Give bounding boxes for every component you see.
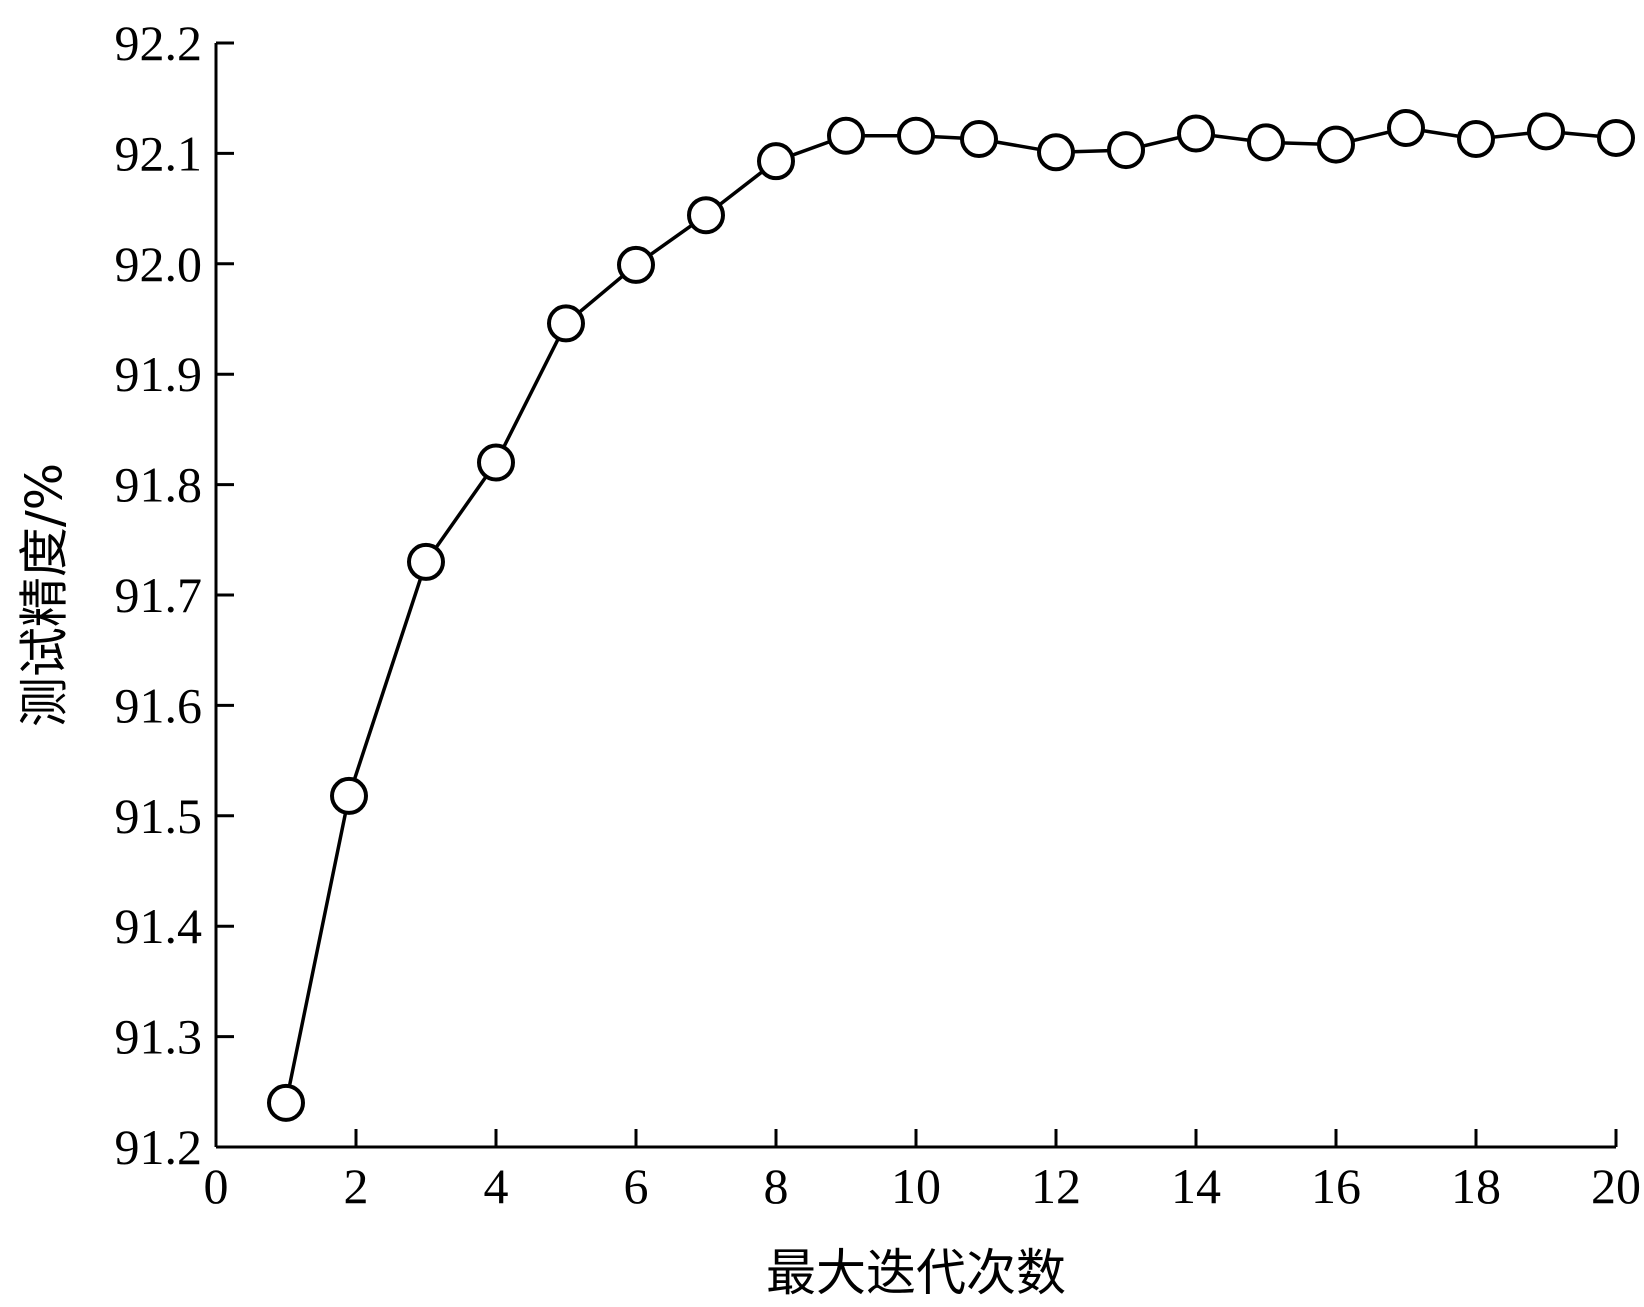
x-tick-label: 2 [344,1158,369,1214]
axes [214,43,1616,1149]
data-point [1317,125,1355,164]
x-tick-label: 6 [624,1158,649,1214]
x-tick-label: 18 [1451,1158,1501,1214]
data-point [1107,131,1145,170]
data-point [1247,123,1285,162]
x-tick-label: 0 [204,1158,229,1214]
data-point [477,443,515,482]
x-tick-label: 20 [1591,1158,1641,1214]
y-axis-title: 测试精度/% [16,463,74,727]
y-tick-label: 91.3 [115,1009,203,1065]
x-tick-label: 8 [764,1158,789,1214]
x-axis-title: 最大迭代次数 [766,1244,1066,1302]
y-tick-label: 91.7 [115,567,203,623]
data-point [687,196,725,235]
data-point [827,116,865,155]
x-tick-label: 16 [1311,1158,1361,1214]
x-ticks: 0 2 4 6 8 10 12 14 16 18 20 [204,1129,1641,1214]
data-point [547,304,585,343]
data-point [1177,114,1215,153]
x-tick-label: 4 [484,1158,509,1214]
data-point [407,542,445,581]
y-ticks: 91.2 91.3 91.4 91.5 91.6 91.7 91.8 91.9 92.0 92.1… [115,15,234,1175]
y-tick-label: 92.0 [115,236,203,292]
x-tick-label: 14 [1171,1158,1221,1214]
data-point [1387,109,1425,148]
y-tick-label: 91.5 [115,788,203,844]
data-point [1457,120,1495,159]
y-tick-label: 92.2 [115,15,203,71]
y-tick-label: 91.6 [115,677,203,733]
data-point [757,142,795,181]
data-point [617,245,655,284]
data-point [330,776,368,815]
y-tick-label: 92.1 [115,125,203,181]
y-tick-label: 91.4 [115,898,203,954]
data-point [960,120,998,159]
data-point [267,1083,305,1122]
x-tick-label: 10 [891,1158,941,1214]
data-point [897,116,935,155]
series [267,109,1635,1122]
data-point [1527,112,1565,151]
data-point [1597,118,1635,157]
y-tick-label: 91.8 [115,457,203,513]
data-point [1037,133,1075,172]
y-tick-label: 91.9 [115,346,203,402]
series-line [284,126,1617,1104]
y-tick-label: 91.2 [115,1119,203,1175]
x-tick-label: 12 [1031,1158,1081,1214]
